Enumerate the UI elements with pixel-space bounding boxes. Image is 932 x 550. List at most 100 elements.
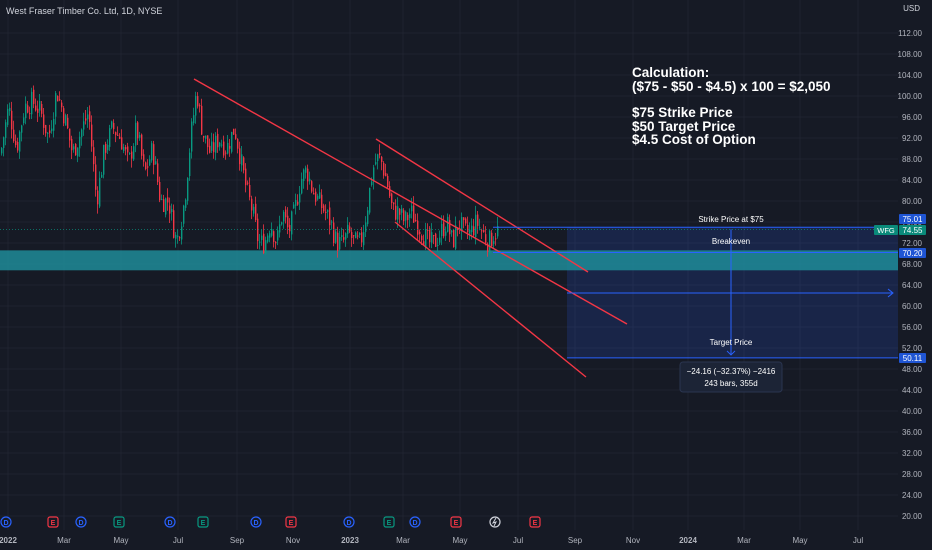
candle-body — [161, 199, 163, 201]
candle-body — [431, 232, 433, 243]
candle-body — [193, 115, 195, 124]
candle-body — [305, 167, 307, 173]
dividend-marker-letter: D — [412, 520, 417, 527]
candle-body — [1, 148, 3, 154]
dividend-marker — [343, 516, 355, 528]
candle-body — [61, 102, 63, 108]
candle-body — [409, 213, 411, 219]
dividend-marker-letter: D — [3, 520, 8, 527]
candle-body — [65, 115, 67, 126]
candle-body — [347, 224, 349, 234]
candle-body — [271, 229, 273, 236]
candle-body — [447, 216, 449, 232]
candle-body — [407, 214, 409, 221]
candle-body — [107, 144, 109, 151]
earnings-marker — [450, 516, 462, 528]
channel-lower-line[interactable] — [394, 221, 587, 378]
candle-body — [481, 230, 483, 232]
candle-body — [439, 237, 441, 243]
dividend-marker-letter: D — [78, 520, 83, 527]
candle-body — [403, 210, 405, 222]
candle-body — [133, 146, 135, 160]
candle-body — [165, 198, 167, 215]
candle-body — [491, 232, 493, 247]
candle-body — [259, 241, 261, 243]
symbol-badge — [874, 225, 898, 235]
candle-body — [245, 168, 247, 186]
candle-body — [323, 205, 325, 212]
channel-upper-line-2[interactable] — [375, 138, 589, 273]
candle-body — [441, 223, 443, 237]
measure-duration-text: 243 bars, 355d — [704, 379, 757, 388]
candle-body — [361, 232, 363, 243]
candle-body — [243, 157, 245, 171]
candle-body — [381, 156, 383, 163]
candle-body — [299, 193, 301, 203]
breakeven-label: Breakeven — [712, 237, 750, 246]
calc-formula: ($75 - $50 - $4.5) x 100 = $2,050 — [632, 78, 831, 94]
candle-body — [205, 135, 207, 139]
candle-body — [249, 184, 251, 198]
y-tick-label: 28.00 — [902, 470, 923, 479]
candle-body — [391, 193, 393, 204]
candle-body — [195, 96, 197, 116]
candle-body — [295, 199, 297, 206]
candle-body — [15, 140, 17, 146]
y-tick-label: 40.00 — [902, 407, 923, 416]
candle-body — [417, 220, 419, 235]
earnings-marker — [113, 516, 125, 528]
candle-body — [241, 154, 243, 166]
candle-body — [435, 233, 437, 247]
x-tick-label: May — [452, 536, 467, 545]
candle-body — [309, 178, 311, 182]
symbol-badge-text: WFG — [877, 226, 895, 235]
earnings-marker-letter: E — [117, 520, 122, 527]
candle-body — [421, 235, 423, 241]
candle-body — [487, 243, 489, 252]
y-tick-label: 80.00 — [902, 197, 923, 206]
calc-strike-line: $75 Strike Price — [632, 105, 733, 120]
candle-body — [25, 103, 27, 119]
candle-body — [467, 224, 469, 233]
candle-body — [127, 146, 129, 153]
candle-body — [115, 132, 117, 136]
channel-upper-line-1[interactable] — [193, 78, 628, 325]
currency-label: USD — [903, 4, 920, 13]
candle-body — [247, 182, 249, 184]
price-badge-text: 70.20 — [902, 249, 923, 258]
candle-body — [485, 234, 487, 243]
candle-body — [23, 117, 25, 124]
x-tick-label: May — [792, 536, 807, 545]
candle-body — [315, 191, 317, 202]
candle-body — [145, 162, 147, 170]
candle-body — [317, 195, 319, 200]
candle-body — [167, 197, 169, 203]
candle-body — [331, 221, 333, 223]
candle-body — [307, 168, 309, 182]
candle-body — [157, 163, 159, 183]
x-tick-label: 2023 — [341, 536, 359, 545]
earnings-marker — [285, 516, 297, 528]
x-tick-label: May — [113, 536, 128, 545]
candle-body — [365, 222, 367, 232]
candle-body — [337, 232, 339, 251]
calc-cost-line: $4.5 Cost of Option — [632, 132, 756, 147]
x-axis[interactable]: 2022 Mar May Jul Sep Nov 2023 Mar May Jul Sep Nov 20… — [0, 536, 863, 545]
candle-body — [99, 177, 101, 207]
y-axis[interactable]: 20.00 24.00 28.00 32.00 36.00 40.00 44.00 48.00… — [898, 29, 923, 521]
candle-body — [291, 211, 293, 235]
dividend-marker — [250, 516, 262, 528]
x-tick-label: Jul — [853, 536, 863, 545]
candle-body — [39, 101, 41, 111]
candle-body — [429, 228, 431, 243]
measure-change-text: −24.16 (−32.37%) −2416 — [687, 367, 776, 376]
x-tick-label: Mar — [396, 536, 410, 545]
measure-tool[interactable] — [567, 229, 894, 356]
candle-body — [443, 222, 445, 237]
y-tick-label: 44.00 — [902, 386, 923, 395]
y-tick-label: 24.00 — [902, 491, 923, 500]
candle-body — [183, 205, 185, 224]
candle-body — [351, 232, 353, 238]
